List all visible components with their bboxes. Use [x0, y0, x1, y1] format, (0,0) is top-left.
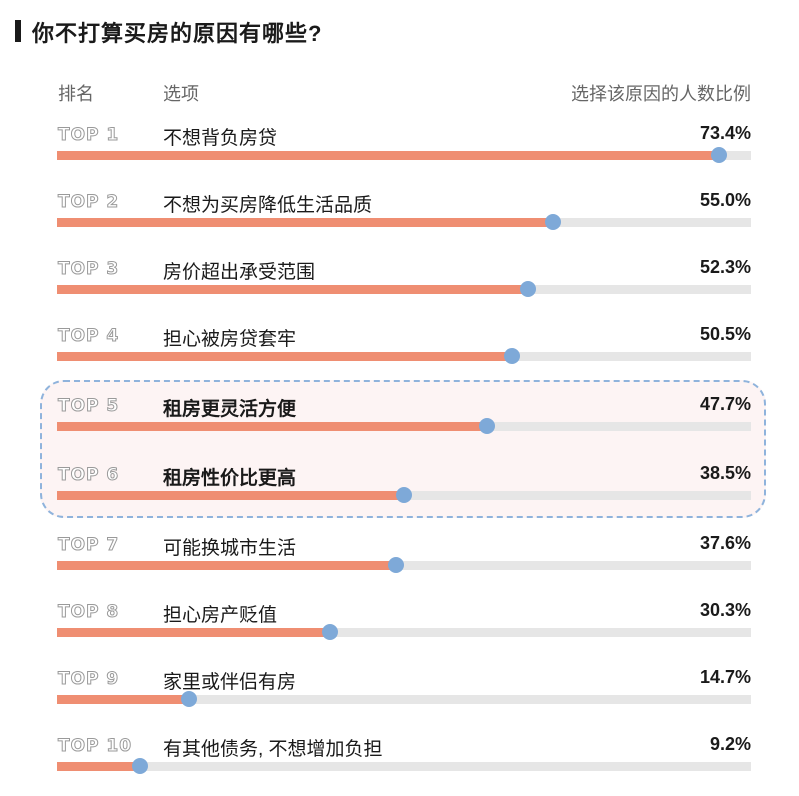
- bar-end-dot: [711, 147, 727, 163]
- chart-row: TOP 5 租房更灵活方便 47.7%: [0, 394, 799, 456]
- bar-end-dot: [504, 348, 520, 364]
- bar-track: [57, 348, 751, 364]
- option-label: 租房性价比更高: [163, 468, 297, 489]
- percent-label: 52.3%: [699, 257, 751, 277]
- bar-end-dot: [396, 487, 412, 503]
- percent-label: 30.3%: [699, 600, 751, 620]
- option-label: 不想背负房贷: [163, 128, 278, 149]
- header-ratio: 选择该原因的人数比例: [571, 84, 751, 104]
- percent-label: 47.7%: [699, 394, 751, 414]
- option-label: 可能换城市生活: [163, 538, 297, 559]
- option-label: 有其他债务, 不想增加负担: [163, 739, 383, 760]
- chart-row: TOP 4 担心被房贷套牢 50.5%: [0, 324, 799, 386]
- percent-label: 38.5%: [699, 463, 751, 483]
- chart-row: TOP 8 担心房产贬值 30.3%: [0, 600, 799, 662]
- chart-row: TOP 6 租房性价比更高 38.5%: [0, 463, 799, 525]
- percent-label: 73.4%: [699, 123, 751, 143]
- bar-fill: [57, 352, 512, 361]
- bar-end-dot: [520, 281, 536, 297]
- option-label: 家里或伴侣有房: [163, 672, 297, 693]
- bar-track: [57, 557, 751, 573]
- bar-end-dot: [388, 557, 404, 573]
- bar-track: [57, 147, 751, 163]
- percent-label: 14.7%: [699, 667, 751, 687]
- bar-end-dot: [181, 691, 197, 707]
- bar-fill: [57, 695, 189, 704]
- rank-label: TOP 4: [57, 326, 120, 347]
- option-label: 担心被房贷套牢: [163, 329, 297, 350]
- bar-fill: [57, 628, 330, 637]
- chart-row: TOP 1 不想背负房贷 73.4%: [0, 123, 799, 185]
- bar-track: [57, 691, 751, 707]
- rank-label: TOP 8: [57, 602, 120, 623]
- chart-row: TOP 7 可能换城市生活 37.6%: [0, 533, 799, 595]
- chart-row: TOP 10 有其他债务, 不想增加负担 9.2%: [0, 734, 799, 796]
- chart-row: TOP 3 房价超出承受范围 52.3%: [0, 257, 799, 319]
- rank-label: TOP 5: [57, 396, 120, 417]
- rank-label: TOP 7: [57, 535, 120, 556]
- chart-row: TOP 2 不想为买房降低生活品质 55.0%: [0, 190, 799, 252]
- option-label: 租房更灵活方便: [163, 399, 297, 420]
- bar-end-dot: [322, 624, 338, 640]
- bar-track: [57, 214, 751, 230]
- rank-label: TOP 1: [57, 125, 120, 146]
- percent-label: 55.0%: [699, 190, 751, 210]
- header-option: 选项: [163, 84, 199, 104]
- percent-label: 9.2%: [709, 734, 751, 754]
- bar-fill: [57, 491, 404, 500]
- bar-track: [57, 281, 751, 297]
- bar-fill: [57, 218, 553, 227]
- bar-fill: [57, 561, 396, 570]
- bar-end-dot: [545, 214, 561, 230]
- bar-fill: [57, 151, 719, 160]
- chart-row: TOP 9 家里或伴侣有房 14.7%: [0, 667, 799, 729]
- bar-end-dot: [479, 418, 495, 434]
- option-label: 房价超出承受范围: [163, 262, 316, 283]
- bar-fill: [57, 285, 528, 294]
- bar-track: [57, 624, 751, 640]
- bar-fill: [57, 422, 487, 431]
- percent-label: 50.5%: [699, 324, 751, 344]
- header-rank: 排名: [58, 84, 94, 104]
- option-label: 担心房产贬值: [163, 605, 278, 626]
- rank-label: TOP 2: [57, 192, 120, 213]
- rank-label: TOP 3: [57, 259, 120, 280]
- option-label: 不想为买房降低生活品质: [163, 195, 373, 216]
- rank-label: TOP 9: [57, 669, 120, 690]
- rank-label: TOP 10: [57, 736, 133, 757]
- chart-title: 你不打算买房的原因有哪些?: [32, 21, 323, 46]
- bar-track: [57, 758, 751, 774]
- bar-track: [57, 487, 751, 503]
- percent-label: 37.6%: [699, 533, 751, 553]
- bar-end-dot: [132, 758, 148, 774]
- title-accent-bar: [15, 20, 21, 42]
- bar-track: [57, 418, 751, 434]
- bar-fill: [57, 762, 140, 771]
- rank-label: TOP 6: [57, 465, 120, 486]
